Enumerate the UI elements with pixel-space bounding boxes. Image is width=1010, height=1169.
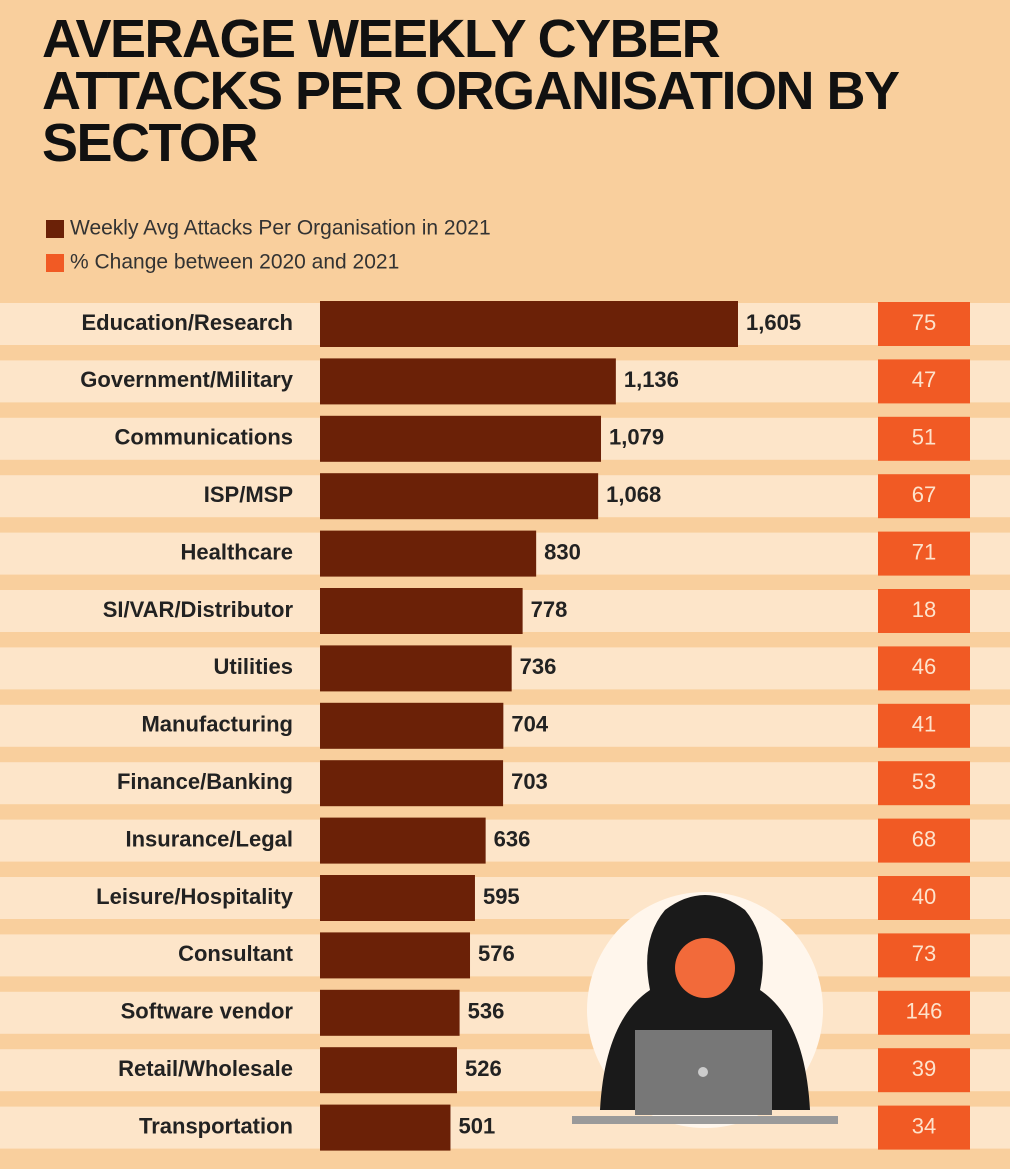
row-band xyxy=(0,934,1010,977)
bar xyxy=(320,875,475,921)
face xyxy=(675,938,735,998)
change-box xyxy=(878,646,970,691)
bar xyxy=(320,1047,457,1094)
change-label: 39 xyxy=(912,1056,936,1081)
change-box xyxy=(878,818,970,863)
change-label: 47 xyxy=(912,367,936,392)
change-box xyxy=(878,531,970,576)
category-label: Consultant xyxy=(178,941,294,966)
category-label: Healthcare xyxy=(180,539,293,564)
bar xyxy=(320,1104,451,1151)
value-label: 1,136 xyxy=(624,367,679,392)
bar xyxy=(320,817,486,864)
change-label: 71 xyxy=(912,539,936,564)
change-label: 34 xyxy=(912,1113,936,1138)
hacker-illustration xyxy=(572,892,838,1128)
legend-label: % Change between 2020 and 2021 xyxy=(70,251,399,274)
change-label: 18 xyxy=(912,597,936,622)
value-label: 526 xyxy=(465,1056,502,1081)
change-box xyxy=(878,761,970,806)
value-label: 703 xyxy=(511,769,548,794)
change-label: 146 xyxy=(906,999,943,1024)
row-band xyxy=(0,819,1010,862)
rows: Weekly Avg Attacks Per Organisation in 2… xyxy=(0,217,1010,1151)
change-box xyxy=(878,1048,970,1093)
row-band xyxy=(0,762,1010,805)
change-box xyxy=(878,703,970,748)
value-label: 1,079 xyxy=(609,425,664,450)
bar xyxy=(320,358,616,405)
value-label: 778 xyxy=(531,597,568,622)
value-label: 1,068 xyxy=(606,482,661,507)
change-box xyxy=(878,589,970,633)
change-box xyxy=(878,990,970,1035)
bar xyxy=(320,702,504,749)
legend-swatch xyxy=(46,254,64,272)
category-label: Manufacturing xyxy=(141,712,293,737)
change-label: 73 xyxy=(912,941,936,966)
category-label: Finance/Banking xyxy=(117,769,293,794)
value-label: 736 xyxy=(520,654,557,679)
laptop-logo xyxy=(698,1067,708,1077)
bar xyxy=(320,530,537,577)
value-label: 595 xyxy=(483,884,520,909)
category-label: Software vendor xyxy=(121,999,294,1024)
change-label: 53 xyxy=(912,769,936,794)
row-band xyxy=(0,991,1010,1034)
category-label: SI/VAR/Distributor xyxy=(103,597,294,622)
bar xyxy=(320,415,602,462)
bar xyxy=(320,645,512,692)
category-label: Insurance/Legal xyxy=(125,826,293,851)
change-box xyxy=(878,302,970,346)
change-box xyxy=(878,416,970,461)
chart-title: AVERAGE WEEKLY CYBER ATTACKS PER ORGANIS… xyxy=(42,9,899,173)
row-band xyxy=(0,704,1010,747)
value-label: 636 xyxy=(494,826,531,851)
bar xyxy=(320,473,599,520)
bar xyxy=(320,989,460,1036)
bar xyxy=(320,932,471,979)
row-band xyxy=(0,1049,1010,1092)
desk xyxy=(572,1116,838,1124)
category-label: Leisure/Hospitality xyxy=(96,884,294,909)
change-box xyxy=(878,933,970,978)
value-label: 1,605 xyxy=(746,310,801,335)
value-label: 536 xyxy=(468,999,505,1024)
category-label: Communications xyxy=(115,425,293,450)
value-label: 576 xyxy=(478,941,515,966)
change-box xyxy=(878,359,970,404)
category-label: Utilities xyxy=(214,654,293,679)
change-label: 67 xyxy=(912,482,936,507)
bar xyxy=(320,301,738,347)
change-label: 51 xyxy=(912,425,936,450)
value-label: 704 xyxy=(511,712,548,737)
category-label: Transportation xyxy=(139,1113,293,1138)
category-label: Education/Research xyxy=(81,310,293,335)
change-label: 75 xyxy=(912,310,936,335)
change-box xyxy=(878,1105,970,1150)
bar xyxy=(320,760,504,807)
bar xyxy=(320,588,523,634)
category-label: Retail/Wholesale xyxy=(118,1056,293,1081)
change-label: 68 xyxy=(912,826,936,851)
change-label: 46 xyxy=(912,654,936,679)
change-box xyxy=(878,876,970,920)
change-label: 41 xyxy=(912,712,936,737)
change-label: 40 xyxy=(912,884,936,909)
row-band xyxy=(0,1106,1010,1149)
value-label: 501 xyxy=(458,1113,495,1138)
change-box xyxy=(878,474,970,519)
legend-label: Weekly Avg Attacks Per Organisation in 2… xyxy=(70,217,491,240)
category-label: ISP/MSP xyxy=(204,482,293,507)
value-label: 830 xyxy=(544,539,581,564)
category-label: Government/Military xyxy=(80,367,293,392)
row-band xyxy=(0,877,1010,919)
legend-swatch xyxy=(46,220,64,238)
